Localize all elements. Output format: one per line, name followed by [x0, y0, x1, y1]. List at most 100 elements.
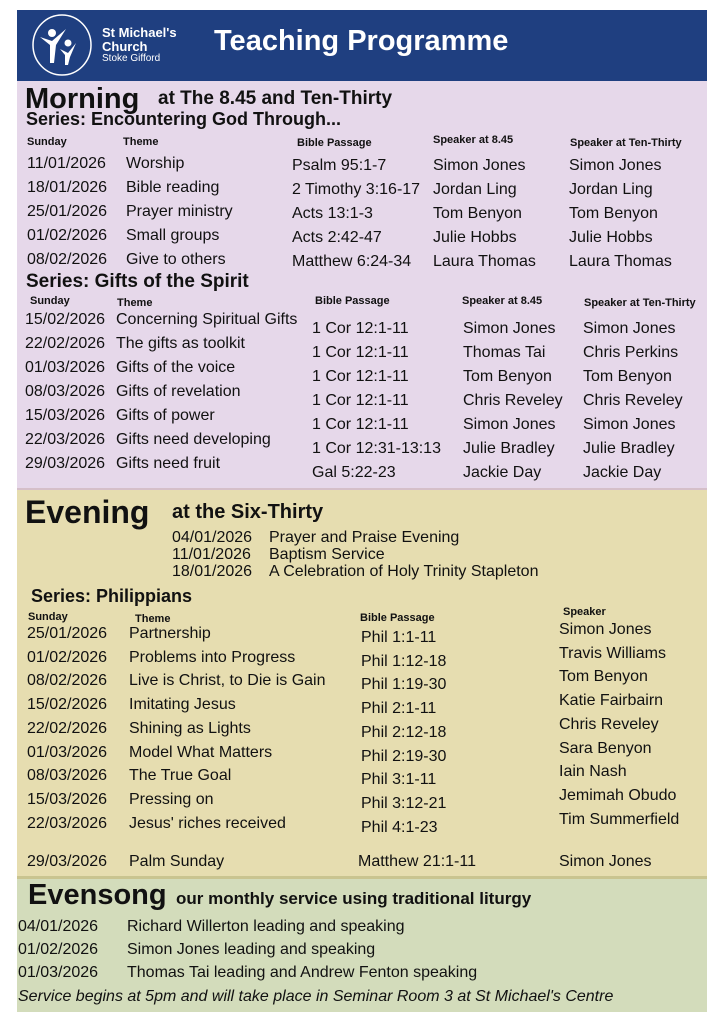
series2-title: Series: Gifts of the Spirit: [26, 271, 249, 292]
passage-cell: 1 Cor 12:1-11: [312, 368, 409, 385]
church-logo-icon: [32, 14, 92, 76]
theme-cell: Prayer ministry: [126, 203, 233, 220]
passage-cell: Gal 5:22-23: [312, 464, 396, 481]
speaker-845-cell: Simon Jones: [433, 157, 526, 174]
evensong-detail: Simon Jones leading and speaking: [127, 941, 376, 958]
evensong-date: 01/03/2026: [18, 964, 99, 981]
date-cell: 08/02/2026: [27, 672, 108, 690]
header-theme: Theme: [135, 613, 171, 625]
evensong-section: Evensong our monthly service using tradi…: [17, 879, 707, 1012]
philippians-series-title: Series: Philippians: [31, 586, 193, 606]
morning-section: Morning at The 8.45 and Ten-Thirty Serie…: [17, 81, 707, 491]
passage-cell: Phil 1:1-11: [361, 629, 437, 646]
date-cell: 15/03/2026: [25, 407, 106, 424]
theme-cell: Gifts of power: [116, 407, 215, 424]
date-cell: 01/03/2026: [25, 359, 106, 376]
theme-cell: Gifts of the voice: [116, 359, 236, 376]
evening-section: Evening at the Six-Thirty 04/01/2026 Pray…: [17, 490, 707, 879]
theme-cell: Gifts need developing: [116, 431, 271, 448]
evensong-detail: Thomas Tai leading and Andrew Fenton spe…: [127, 964, 478, 981]
passage-cell: Phil 3:12-21: [361, 794, 447, 812]
header-theme: Theme: [123, 136, 159, 148]
date-cell: 08/03/2026: [27, 767, 108, 785]
special-event: Baptism Service: [269, 546, 385, 563]
theme-cell: The True Goal: [129, 767, 232, 785]
passage-cell: Phil 1:19-30: [361, 676, 447, 694]
speaker-845-cell: Jordan Ling: [433, 181, 517, 198]
speaker-cell: Tim Summerfield: [559, 810, 680, 828]
speaker-1030-cell: Simon Jones: [583, 416, 676, 433]
theme-cell: Model What Matters: [129, 743, 273, 761]
passage-cell: Psalm 95:1-7: [292, 157, 387, 174]
passage-cell: 2 Timothy 3:16-17: [292, 181, 421, 198]
evensong-title: Evensong: [28, 879, 167, 911]
theme-cell: Bible reading: [126, 179, 220, 196]
speaker-845-cell: Julie Bradley: [463, 440, 555, 457]
theme-cell: Live is Christ, to Die is Gain: [129, 672, 326, 690]
speaker-845-cell: Chris Reveley: [463, 392, 563, 409]
date-cell: 29/03/2026: [25, 455, 106, 472]
header-banner: St Michael's Church Stoke Gifford Teachi…: [17, 10, 707, 81]
theme-cell: Gifts need fruit: [116, 455, 221, 472]
org-name-2: Church: [102, 39, 148, 54]
passage-cell: Matthew 21:1-11: [358, 853, 476, 870]
passage-cell: Phil 2:12-18: [361, 723, 447, 741]
header-bible-passage: Bible Passage: [360, 612, 435, 624]
theme-cell: Small groups: [126, 227, 220, 244]
date-cell: 22/02/2026: [25, 335, 106, 352]
theme-cell: Imitating Jesus: [129, 696, 236, 714]
speaker-cell: Sara Benyon: [559, 739, 652, 757]
speaker-cell: Travis Williams: [559, 644, 666, 662]
speaker-845-cell: Thomas Tai: [463, 344, 546, 361]
speaker-1030-cell: Tom Benyon: [583, 368, 672, 385]
special-event: A Celebration of Holy Trinity Stapleton: [269, 563, 539, 580]
date-cell: 22/03/2026: [25, 431, 106, 448]
header-bible-passage: Bible Passage: [297, 137, 372, 149]
header-speaker-845: Speaker at 8.45: [433, 134, 514, 146]
date-cell: 15/02/2026: [25, 311, 106, 328]
speaker-845-cell: Simon Jones: [463, 416, 556, 433]
speaker-cell: Simon Jones: [559, 853, 652, 870]
header-speaker-ten-thirty: Speaker at Ten-Thirty: [584, 297, 696, 309]
theme-cell: Concerning Spiritual Gifts: [116, 311, 298, 328]
special-event: Prayer and Praise Evening: [269, 529, 460, 546]
speaker-1030-cell: Chris Reveley: [583, 392, 683, 409]
passage-cell: Phil 2:1-11: [361, 700, 437, 718]
passage-cell: 1 Cor 12:31-13:13: [312, 440, 441, 457]
evensong-note: Service begins at 5pm and will take plac…: [18, 988, 614, 1005]
evensong-date: 04/01/2026: [18, 918, 99, 935]
passage-cell: 1 Cor 12:1-11: [312, 392, 409, 409]
speaker-1030-cell: Laura Thomas: [569, 253, 672, 270]
passage-cell: 1 Cor 12:1-11: [312, 320, 409, 337]
theme-cell: The gifts as toolkit: [116, 335, 245, 352]
morning-subtitle: at The 8.45 and Ten-Thirty: [158, 88, 393, 109]
theme-cell: Pressing on: [129, 790, 214, 808]
special-date: 18/01/2026: [172, 563, 253, 580]
speaker-845-cell: Jackie Day: [463, 464, 542, 481]
date-cell: 25/01/2026: [27, 203, 108, 220]
passage-cell: Acts 13:1-3: [292, 205, 373, 222]
org-name: St Michael's: [102, 25, 177, 40]
theme-cell: Shining as Lights: [129, 719, 251, 737]
speaker-cell: Chris Reveley: [559, 715, 659, 733]
passage-cell: Matthew 6:24-34: [292, 253, 412, 270]
date-cell: 01/03/2026: [27, 743, 108, 761]
header-bible-passage: Bible Passage: [315, 295, 390, 307]
evening-subtitle: at the Six-Thirty: [172, 501, 324, 523]
date-cell: 15/02/2026: [27, 696, 108, 714]
passage-cell: 1 Cor 12:1-11: [312, 344, 409, 361]
passage-cell: Phil 4:1-23: [361, 818, 438, 836]
date-cell: 18/01/2026: [27, 179, 108, 196]
passage-cell: Phil 3:1-11: [361, 771, 437, 789]
header-speaker: Speaker: [563, 606, 606, 618]
passage-cell: Phil 1:12-18: [361, 652, 447, 670]
speaker-cell: Tom Benyon: [559, 668, 648, 686]
theme-cell: Problems into Progress: [129, 648, 296, 666]
theme-cell: Palm Sunday: [129, 853, 225, 870]
special-date: 11/01/2026: [172, 546, 251, 563]
date-cell: 08/03/2026: [25, 383, 106, 400]
speaker-1030-cell: Julie Hobbs: [569, 229, 653, 246]
speaker-845-cell: Tom Benyon: [463, 368, 552, 385]
date-cell: 25/01/2026: [27, 625, 108, 642]
date-cell: 29/03/2026: [27, 853, 108, 870]
